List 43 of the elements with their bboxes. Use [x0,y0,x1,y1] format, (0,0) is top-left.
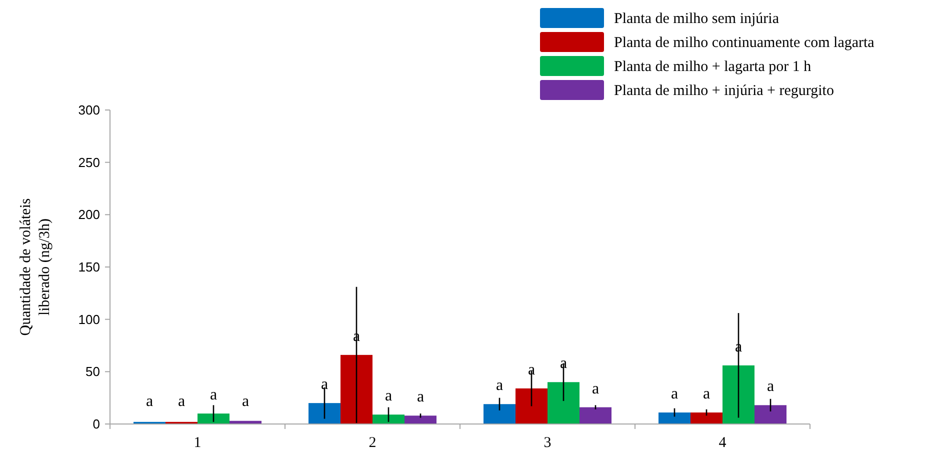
annotation: a [210,386,218,404]
bar [308,403,340,424]
annotation: a [592,380,600,398]
bar [484,404,516,424]
x-tick-label: 2 [368,435,376,451]
annotation: a [146,393,154,410]
bar [754,405,786,424]
annotation: a [528,361,536,378]
annotation: a [178,393,186,410]
annotation: a [496,377,504,394]
bar [198,414,230,424]
bar [372,414,404,424]
bar [580,407,612,424]
annotation: a [242,393,250,410]
annotation: a [384,388,392,405]
y-tick-label: 200 [78,207,100,222]
annotation: a [320,376,328,394]
annotation: a [702,385,710,402]
legend-label: Planta de milho continuamente com lagarta [614,35,875,51]
y-tick-label: 50 [86,364,100,380]
x-tick-label: 4 [718,435,727,451]
annotation: a [560,355,568,372]
bar [404,416,436,424]
annotation: a [670,385,678,402]
annotation: a [416,388,424,406]
y-tick-label: 150 [78,260,100,275]
x-tick-label: 1 [194,435,202,451]
bar [722,365,754,424]
bar [516,388,548,424]
bar [690,412,722,424]
y-axis-title: Quantidade de voláteis liberado (ng/3h) [18,198,53,336]
y-tick-label: 0 [92,416,100,432]
x-tick-label: 3 [544,435,552,451]
legend-label: Planta de milho + injúria + regurgito [614,83,834,99]
legend-label: Planta de milho sem injúria [614,11,780,27]
bar [548,382,580,424]
annotation: a [766,378,774,396]
bar [658,412,690,424]
y-tick-label: 100 [78,312,100,327]
y-tick-label: 250 [78,154,100,170]
bar [340,354,372,424]
y-tick-label: 300 [78,102,100,118]
legend-label: Planta de milho + lagarta por 1 h [614,59,812,75]
